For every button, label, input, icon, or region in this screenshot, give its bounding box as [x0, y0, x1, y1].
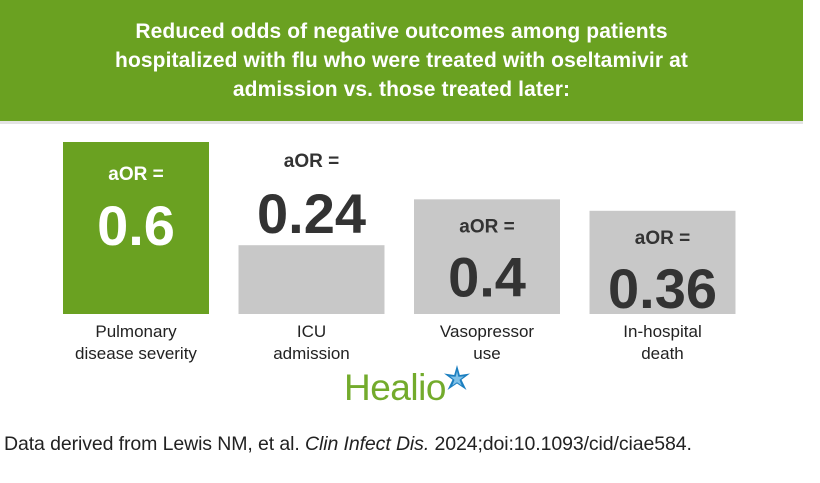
data-label-prefix: aOR = — [459, 216, 514, 237]
category-label: Pulmonary — [95, 322, 177, 341]
footnote-journal: Clin Infect Dis. — [305, 433, 430, 455]
category-label: Vasopressor — [440, 322, 535, 341]
bar — [238, 245, 385, 314]
data-label-value: 0.36 — [608, 257, 717, 320]
infographic-card: Reduced odds of negative outcomes among … — [0, 0, 803, 412]
healio-logo: Healio — [344, 365, 472, 412]
logo-wordmark: Healio — [344, 367, 446, 408]
source-footnote: Data derived from Lewis NM, et al. Clin … — [4, 433, 692, 456]
category-label: use — [473, 344, 500, 363]
category-label: In-hospital — [623, 322, 701, 341]
bar — [63, 142, 209, 314]
bar-chart: aOR = 0.6 Pulmonary disease severity aOR = 0.… — [63, 142, 736, 363]
category-label: disease severity — [75, 344, 197, 363]
data-label-prefix: aOR = — [284, 151, 339, 172]
bar — [589, 210, 736, 314]
data-label-value: 0.6 — [97, 194, 175, 257]
data-label-value: 0.24 — [257, 182, 366, 245]
star-burst-icon — [443, 365, 470, 390]
data-label-value: 0.4 — [448, 245, 526, 308]
category-label: ICU — [297, 322, 326, 341]
footnote-prefix: Data derived from Lewis NM, et al. — [4, 433, 306, 455]
footnote-suffix: 2024;doi:10.1093/cid/ciae584. — [429, 433, 692, 455]
category-label: admission — [273, 344, 350, 363]
chart-title: Reduced odds of negative outcomes among … — [115, 20, 688, 101]
bar — [414, 199, 560, 314]
header-banner: Reduced odds of negative outcomes among … — [0, 0, 803, 124]
category-label: death — [641, 344, 684, 363]
data-label-prefix: aOR = — [108, 164, 163, 185]
data-label-prefix: aOR = — [635, 228, 690, 249]
